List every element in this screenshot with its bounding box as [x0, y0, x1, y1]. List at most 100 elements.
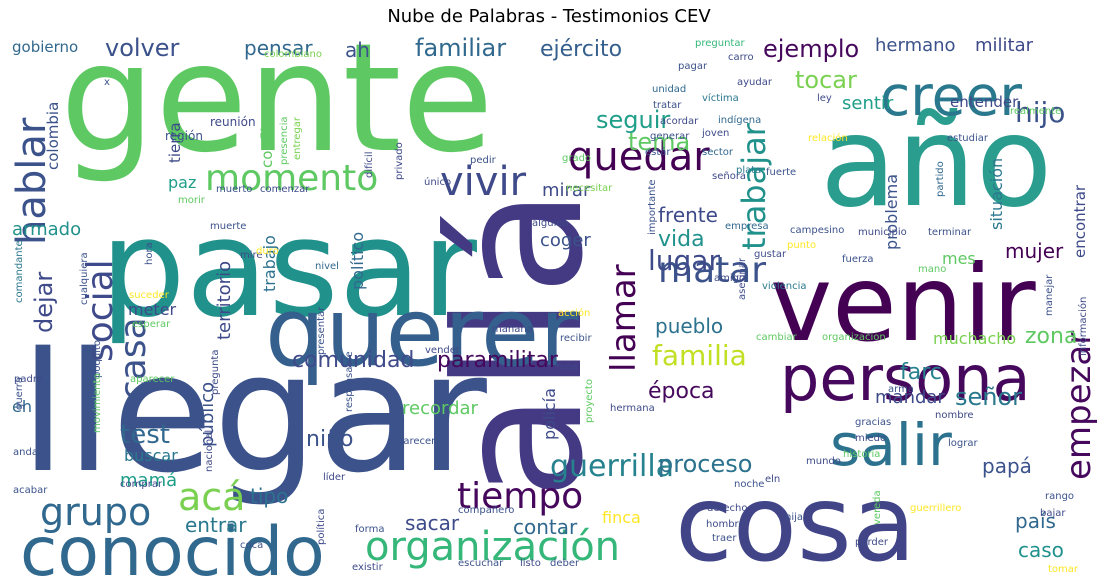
word-público: público	[197, 382, 218, 447]
word-estudiar: estudiar	[947, 133, 989, 144]
word-farc: farc	[900, 360, 942, 385]
word-tipo: tipo	[250, 484, 288, 508]
word-rango: rango	[1045, 491, 1074, 502]
word-bajar: bajar	[1040, 508, 1066, 519]
word-guerrillero: guerrillero	[910, 503, 961, 514]
word-eh: eh	[12, 397, 32, 416]
word-tratar: tratar	[653, 100, 682, 111]
word-pueblo: pueblo	[655, 314, 723, 338]
word-x: x	[104, 77, 110, 88]
word-nombre: nombre	[935, 410, 974, 421]
word-armado: armado	[12, 219, 81, 240]
word-colombia: colombia	[44, 102, 62, 170]
word-aparecer: aparecer	[130, 374, 175, 385]
word-llegar: llegar	[20, 317, 487, 509]
word-manejar: manejar	[1044, 274, 1055, 316]
word-test: test	[120, 420, 170, 450]
word-zona: zona	[1025, 324, 1077, 349]
word-hijo: hijo	[1015, 96, 1065, 129]
word-deber: deber	[550, 558, 580, 569]
word-reunión: reunión	[210, 115, 256, 129]
word-compañero: compañero	[458, 505, 514, 516]
word-trabajar: trabajar	[735, 122, 773, 250]
word-proceso: proceso	[658, 450, 752, 478]
word-entender: entender	[950, 93, 1019, 111]
word-campesino: campesino	[790, 225, 844, 236]
word-hora: hora	[144, 242, 155, 265]
word-papá: papá	[982, 454, 1032, 478]
word-duro: duro	[256, 246, 279, 257]
word-hermana: hermana	[610, 403, 655, 414]
word-conocido: conocido	[20, 513, 325, 583]
word-militar: militar	[975, 35, 1034, 56]
word-pedir: pedir	[470, 155, 497, 166]
word-coger: coger	[540, 230, 591, 251]
word-indígena: indígena	[718, 114, 761, 126]
word-presencia: presencia	[279, 117, 290, 166]
word-mundo: mundo	[806, 456, 841, 467]
word-paramilitar: paramilitar	[437, 348, 559, 373]
word-sector: sector	[702, 147, 734, 158]
word-tomar: tomar	[1048, 564, 1079, 575]
word-señor: señor	[955, 383, 1022, 411]
word-carro: carro	[728, 52, 754, 63]
word-plata: plata	[736, 165, 761, 176]
word-policía: policía	[540, 388, 559, 440]
word-nacional: nacional	[204, 430, 215, 472]
word-acabar: acabar	[13, 485, 48, 496]
word-morir: morir	[178, 195, 206, 206]
word-poquito: poquito	[92, 340, 103, 378]
word-tema: tema	[628, 128, 690, 156]
word-seguir: seguir	[596, 106, 670, 134]
word-ley: ley	[817, 93, 832, 104]
word-esperar: esperar	[132, 319, 171, 330]
word-gustar: gustar	[754, 249, 787, 260]
word-amigo: amigo	[714, 273, 745, 284]
word-realmente: realmente	[1010, 106, 1061, 117]
word-hombre: hombre	[706, 519, 745, 530]
word-fuerza: fuerza	[842, 254, 874, 265]
word-historia: historia	[843, 449, 880, 460]
word-buscar: buscar	[124, 446, 178, 465]
word-comandante: comandante	[14, 240, 25, 303]
word-entrar: entrar	[185, 513, 247, 537]
word-frente: frente	[658, 203, 718, 227]
word-contar: contar	[513, 515, 578, 539]
word-entregar: entregar	[292, 116, 303, 160]
word-pensar: pensar	[244, 36, 313, 60]
word-caso: caso	[1018, 538, 1064, 562]
word-lograr: lograr	[948, 438, 978, 449]
word-familiar: familiar	[415, 34, 506, 62]
word-acción: acción	[558, 307, 590, 319]
word-finca: finca	[602, 508, 641, 527]
chart-title: Nube de Palabras - Testimonios CEV	[387, 6, 711, 27]
word-señora: señora	[712, 171, 746, 182]
word-volver: volver	[105, 34, 180, 62]
word-vereda: vereda	[872, 490, 883, 525]
word-política: política	[315, 509, 327, 545]
word-nivel: nivel	[315, 261, 339, 272]
word-privado: privado	[394, 142, 405, 180]
word-gobierno: gobierno	[12, 38, 78, 56]
word-persona: persona	[780, 342, 1031, 415]
word-asesinar: asesinar	[737, 257, 748, 300]
word-guerrilla: guerrilla	[550, 449, 674, 484]
word-traer: traer	[712, 533, 737, 544]
word-cualquiera: cualquiera	[79, 252, 90, 305]
word-matar: matar	[658, 250, 766, 291]
word-tiempo: tiempo	[457, 476, 583, 517]
word-social: social	[80, 259, 121, 362]
word-hermano: hermano	[875, 35, 956, 56]
word-recordar: recordar	[402, 398, 479, 419]
word-ah: ah	[345, 38, 370, 62]
word-cambiar: cambiar	[756, 332, 798, 343]
word-alguien: alguien	[532, 218, 569, 229]
word-joven: joven	[701, 128, 729, 139]
word-importante: importante	[647, 179, 658, 235]
word-terminar: terminar	[928, 227, 972, 238]
word-llamar: llamar	[604, 264, 644, 372]
word-comunidad: comunidad	[292, 348, 414, 373]
word-eln: eln	[765, 474, 780, 485]
word-necesitar: necesitar	[566, 183, 613, 194]
